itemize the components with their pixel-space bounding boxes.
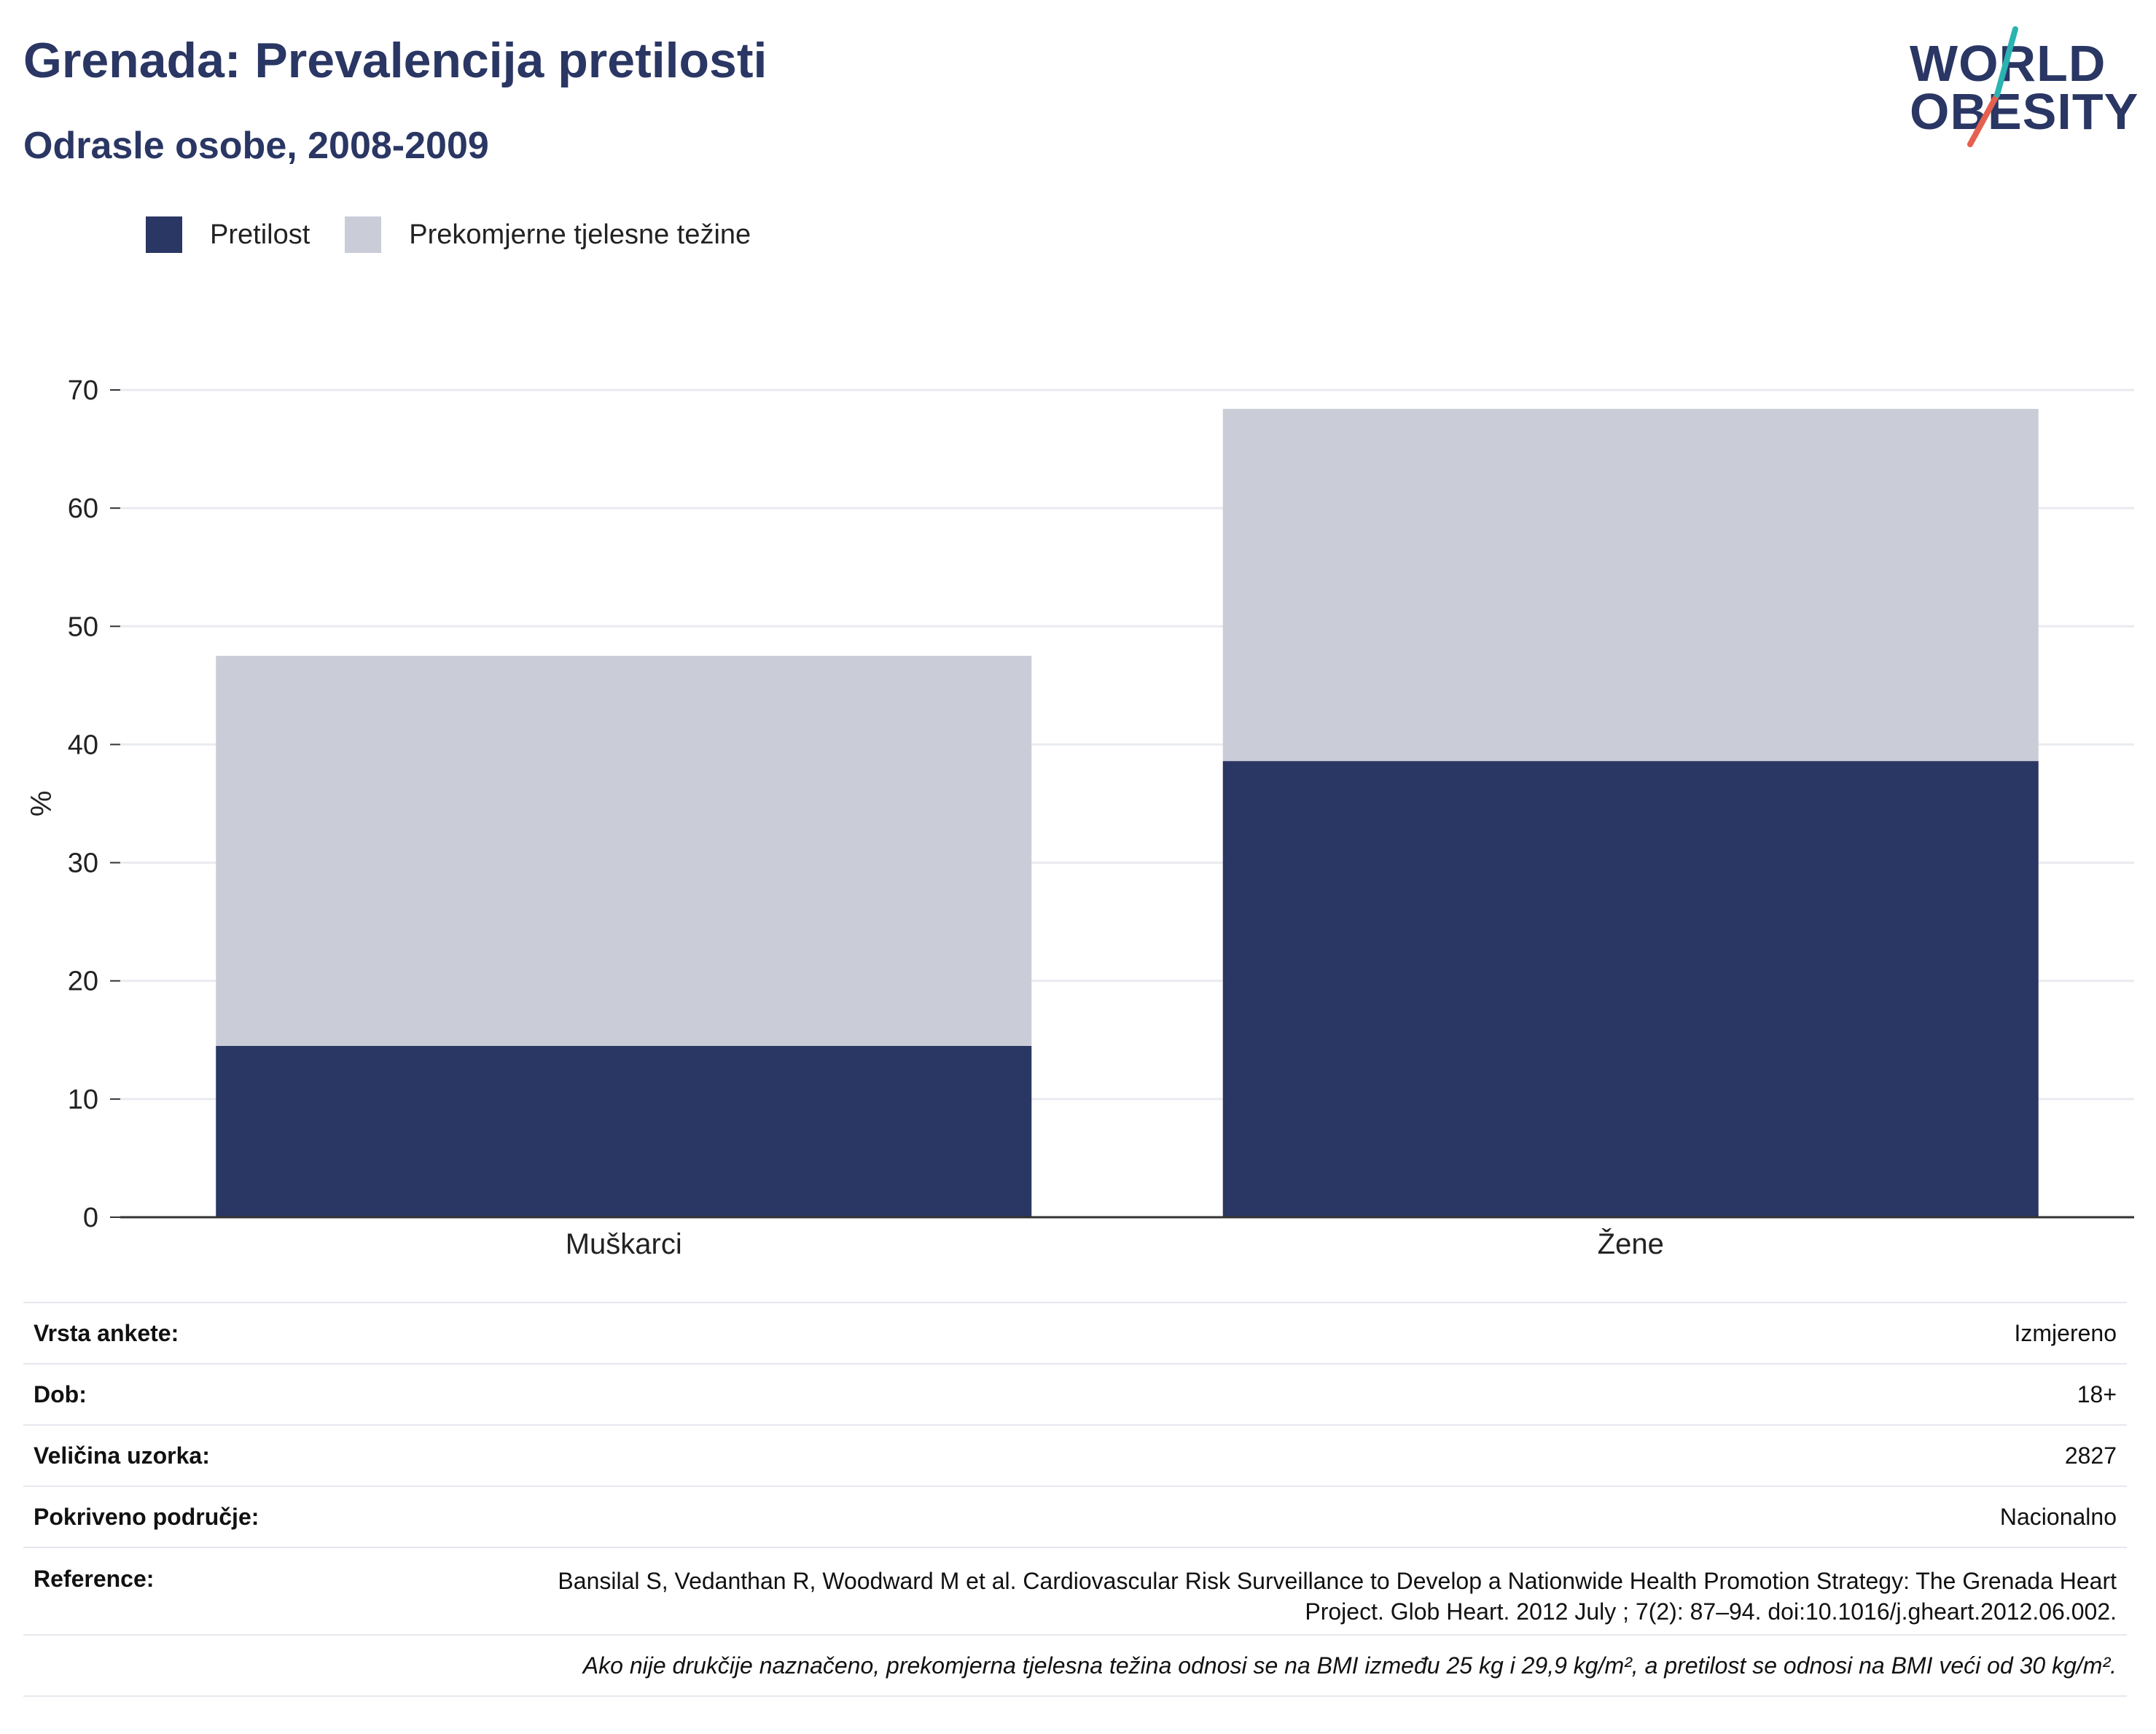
legend-label-overweight: Prekomjerne tjelesne težine [409,219,751,250]
logo-word-obesity: OBESITY [1910,83,2139,140]
y-tick-label: 30 [68,848,98,879]
info-value: Izmjereno [2014,1319,2117,1346]
legend-label-obesity: Pretilost [210,219,310,250]
bar-overweight [216,655,1032,1046]
stacked-bar-chart: 0 10 20 30 40 50 60 70% Muškarci Žene [26,375,2134,1260]
bar-overweight [1222,408,2039,762]
legend-item-overweight: Prekomjerne tjelesne težine [345,216,751,253]
bar-obesity [216,1045,1032,1217]
legend-swatch-overweight [345,216,382,253]
survey-info-table: Vrsta ankete: Izmjereno Dob: 18+ Veličin… [23,1302,2127,1697]
info-value: 18+ [2077,1380,2117,1407]
info-row-age: Dob: 18+ [23,1363,2127,1424]
bar-obesity [1222,761,2039,1217]
info-value: Nacionalno [1999,1503,2117,1530]
y-tick-label: 0 [83,1203,98,1233]
world-obesity-logo: WORLD OBESITY [1895,22,2139,160]
x-tick-label: Žene [1598,1227,1664,1260]
y-tick-label: 70 [68,375,98,406]
info-row-sample-size: Veličina uzorka: 2827 [23,1424,2127,1485]
x-tick-label: Muškarci [566,1228,682,1260]
info-value: 2827 [2064,1442,2117,1469]
chart-subtitle: Odrasle osobe, 2008-2009 [23,125,489,167]
chart-title: Grenada: Prevalencija pretilosti [23,33,768,88]
info-label: Vrsta ankete: [34,1319,179,1346]
info-row-note: Ako nije drukčije naznačeno, prekomjerna… [23,1634,2127,1697]
info-row-survey-type: Vrsta ankete: Izmjereno [23,1302,2127,1363]
info-row-reference: Reference: Bansilal S, Vedanthan R, Wood… [23,1547,2127,1634]
info-label: Reference: [34,1566,155,1592]
reference-text: Bansilal S, Vedanthan R, Woodward M et a… [558,1568,2117,1625]
y-tick-label: 50 [68,612,98,642]
y-tick-label: 60 [68,493,98,524]
y-axis-label: % [26,791,58,817]
y-tick-label: 40 [68,730,98,760]
definition-note: Ako nije drukčije naznačeno, prekomjerna… [582,1652,2117,1679]
y-tick-label: 20 [68,966,98,997]
legend-swatch-obesity [146,216,182,253]
y-tick-label: 10 [68,1085,98,1115]
info-label: Dob: [34,1380,87,1407]
info-label: Pokriveno područje: [34,1503,259,1530]
legend-item-obesity: Pretilost [146,216,310,253]
info-row-coverage: Pokriveno područje: Nacionalno [23,1485,2127,1547]
info-label: Veličina uzorka: [34,1442,210,1469]
logo-slash-icon [1967,26,2018,147]
chart-legend: Pretilost Prekomjerne tjelesne težine [146,216,786,254]
